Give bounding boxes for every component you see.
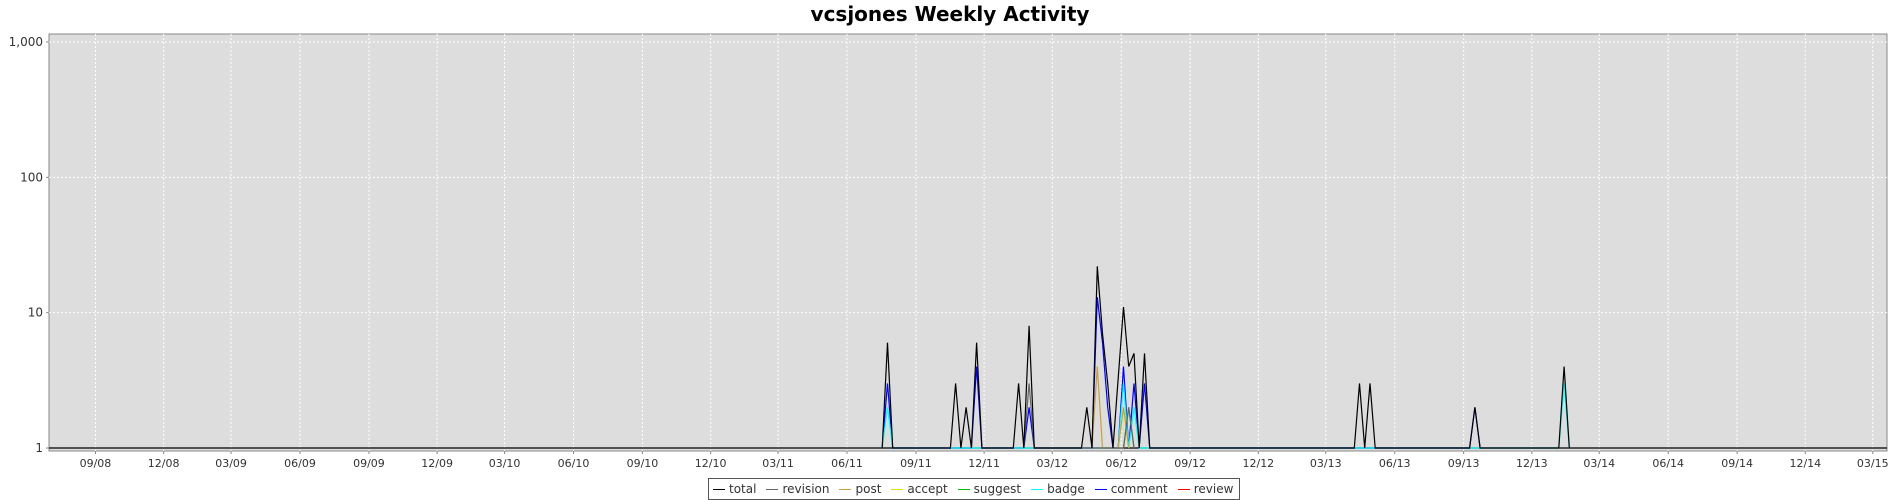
series-line-comment bbox=[881, 297, 1481, 449]
legend-label: total bbox=[729, 482, 757, 496]
x-tick-label: 12/09 bbox=[421, 457, 453, 470]
legend-item-review: review bbox=[1177, 482, 1234, 496]
legend-label: badge bbox=[1047, 482, 1085, 496]
chart-legend: total revision post accept suggest badge comme… bbox=[708, 478, 1241, 500]
x-tick-label: 06/13 bbox=[1379, 457, 1411, 470]
y-tick-label: 1,000 bbox=[9, 35, 43, 49]
x-tick-label: 03/13 bbox=[1310, 457, 1342, 470]
x-tick-label: 06/09 bbox=[284, 457, 316, 470]
legend-swatch bbox=[713, 488, 725, 490]
x-tick-label: 12/12 bbox=[1242, 457, 1274, 470]
x-tick-label: 03/15 bbox=[1857, 457, 1889, 470]
legend-item-suggest: suggest bbox=[957, 482, 1022, 496]
legend-swatch bbox=[766, 488, 779, 490]
y-tick-label: 1 bbox=[35, 441, 43, 455]
x-tick-label: 09/11 bbox=[900, 457, 932, 470]
y-tick-label: 10 bbox=[28, 306, 43, 320]
x-tick-label: 09/14 bbox=[1721, 457, 1753, 470]
series-lines bbox=[49, 266, 1887, 449]
x-tick-label: 03/09 bbox=[215, 457, 247, 470]
legend-label: review bbox=[1193, 482, 1234, 496]
x-tick-label: 12/11 bbox=[968, 457, 1000, 470]
x-tick-label: 06/11 bbox=[831, 457, 863, 470]
x-tick-label: 03/11 bbox=[762, 457, 794, 470]
x-tick-label: 06/12 bbox=[1105, 457, 1137, 470]
legend-item-badge: badge bbox=[1031, 482, 1085, 496]
x-tick-label: 03/10 bbox=[489, 457, 521, 470]
x-tick-label: 12/14 bbox=[1789, 457, 1821, 470]
legend-swatch bbox=[839, 488, 852, 490]
axis-labels: 1 10 100 1,000 09/08 12/08 03/09 06/09 09/09 12/0… bbox=[9, 35, 1889, 470]
legend-label: post bbox=[855, 482, 882, 496]
legend-item-accept: accept bbox=[891, 482, 948, 496]
x-tick-label: 03/12 bbox=[1036, 457, 1068, 470]
y-tick-label: 100 bbox=[20, 170, 43, 184]
legend-swatch bbox=[1094, 488, 1107, 490]
legend-label: suggest bbox=[973, 482, 1022, 496]
legend-swatch bbox=[1177, 488, 1190, 490]
legend-item-post: post bbox=[839, 482, 881, 496]
x-tick-label: 12/10 bbox=[695, 457, 727, 470]
chart-title: vcsjones Weekly Activity bbox=[810, 2, 1090, 26]
x-tick-label: 06/10 bbox=[558, 457, 590, 470]
legend-swatch bbox=[1031, 488, 1044, 490]
x-tick-label: 09/08 bbox=[80, 457, 112, 470]
x-tick-label: 03/14 bbox=[1583, 457, 1615, 470]
plot-area bbox=[48, 33, 1888, 452]
legend-item-comment: comment bbox=[1094, 482, 1168, 496]
legend-item-total: total bbox=[713, 482, 756, 496]
grid-lines bbox=[49, 34, 1887, 451]
x-tick-label: 09/13 bbox=[1448, 457, 1480, 470]
legend-item-revision: revision bbox=[766, 482, 829, 496]
x-tick-label: 09/10 bbox=[627, 457, 659, 470]
x-tick-label: 12/08 bbox=[148, 457, 180, 470]
series-line-total bbox=[881, 266, 1570, 449]
legend-swatch bbox=[957, 488, 970, 490]
x-tick-label: 09/09 bbox=[353, 457, 385, 470]
legend-swatch bbox=[891, 488, 904, 490]
legend-label: comment bbox=[1110, 482, 1168, 496]
legend-label: accept bbox=[907, 482, 948, 496]
x-tick-label: 06/14 bbox=[1652, 457, 1684, 470]
x-tick-label: 12/13 bbox=[1516, 457, 1548, 470]
legend-label: revision bbox=[782, 482, 830, 496]
x-tick-label: 09/12 bbox=[1174, 457, 1206, 470]
